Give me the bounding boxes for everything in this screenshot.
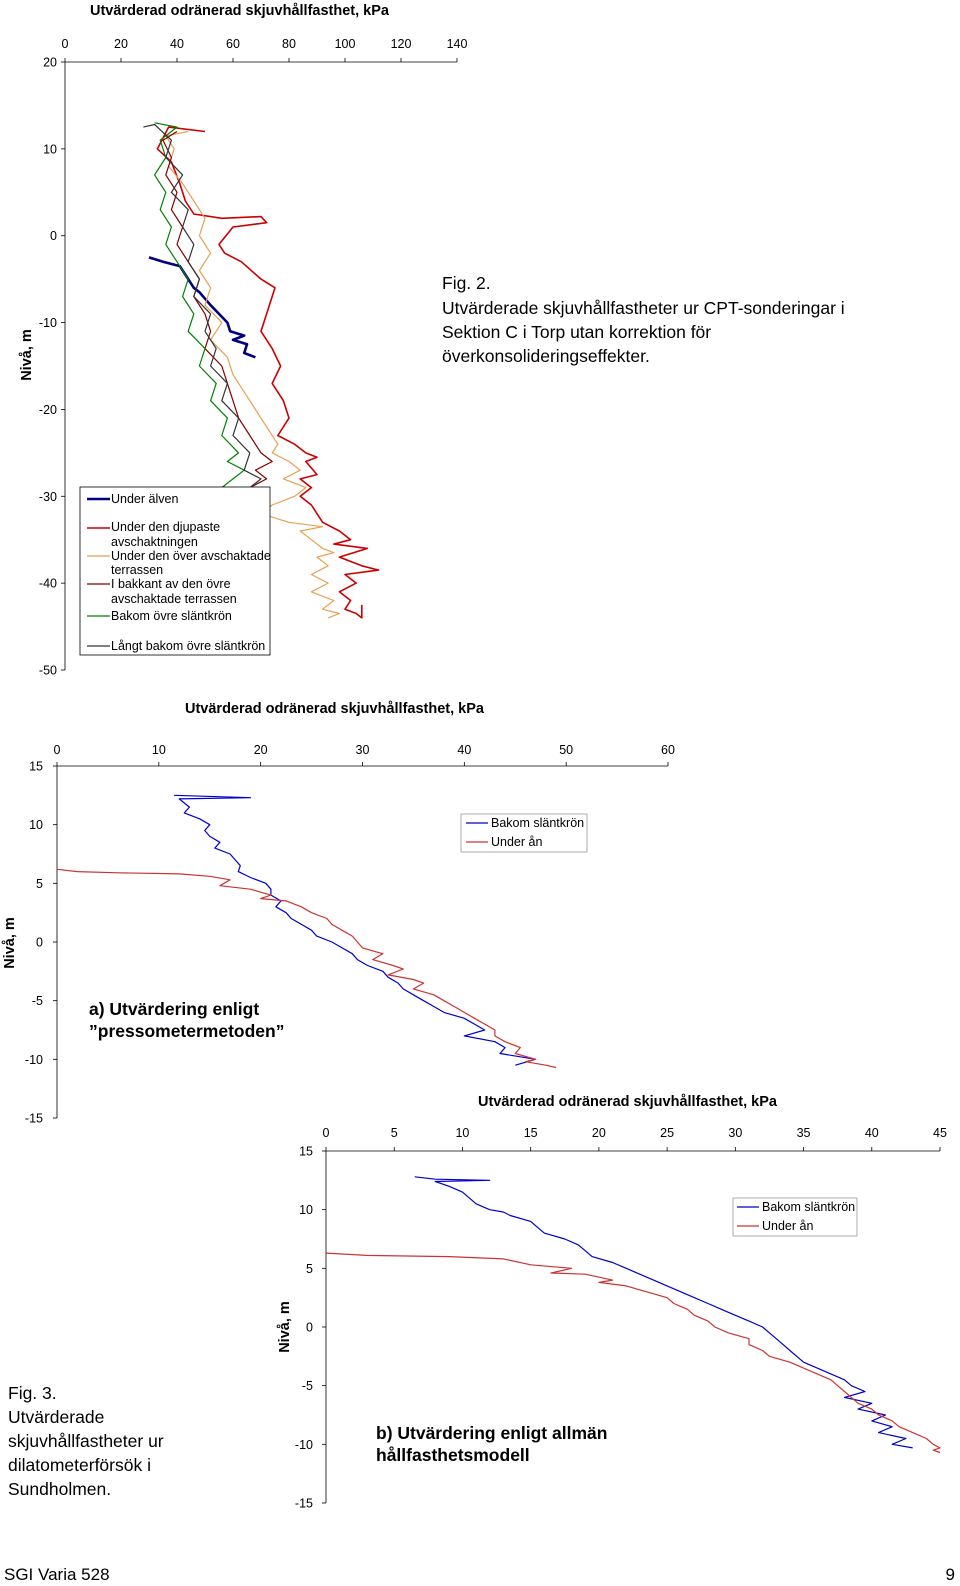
series-line-2-1 — [174, 794, 537, 1066]
series-line-2-2 — [56, 868, 557, 1069]
chart1-legend: Under älven Under den djupaste avschaktni… — [79, 486, 271, 656]
chart3-ylabel: Nivå, m — [277, 1301, 293, 1353]
x-tick-label: 140 — [447, 37, 468, 51]
x-tick-label: 10 — [152, 743, 166, 757]
x-tick-label: 60 — [226, 37, 240, 51]
x-tick-label: 0 — [323, 1126, 330, 1140]
series-line-1-4 — [162, 130, 273, 497]
y-tick-label: -15 — [25, 1112, 43, 1126]
footer-page-number: 9 — [946, 1565, 955, 1584]
x-tick-label: 15 — [524, 1126, 538, 1140]
series-line-1-6 — [143, 123, 262, 497]
chart3-legend-label-bakom: Bakom släntkrön — [762, 1200, 855, 1214]
y-tick-label: 10 — [43, 142, 57, 156]
x-tick-label: 0 — [62, 37, 69, 51]
y-tick-label: -10 — [39, 316, 57, 330]
x-tick-label: 100 — [335, 37, 356, 51]
chart2-legend: Bakom släntkrön Under ån — [460, 813, 588, 853]
legend-label-over-terrassen: Under den över avschaktade terrassen — [111, 549, 271, 577]
chart2-title: Utvärderad odränerad skjuvhållfasthet, k… — [185, 701, 485, 717]
y-tick-label: 5 — [36, 877, 43, 891]
y-tick-label: 0 — [306, 1321, 313, 1335]
series-line-1-2 — [156, 126, 380, 619]
chart1-ylabel: Nivå, m — [19, 329, 35, 381]
chart2-annotation: a) Utvärdering enligt ”pressometermetode… — [89, 999, 284, 1041]
chart1-title: Utvärderad odränerad skjuvhållfasthet, k… — [90, 3, 390, 19]
y-tick-label: 15 — [299, 1145, 313, 1159]
y-tick-label: 0 — [36, 936, 43, 950]
x-tick-label: 20 — [254, 743, 268, 757]
y-tick-label: -10 — [295, 1438, 313, 1452]
x-tick-label: 10 — [455, 1126, 469, 1140]
y-tick-label: -5 — [32, 994, 43, 1008]
legend-label-bakkant: I bakkant av den övre avschaktade terrass… — [111, 577, 237, 606]
y-tick-label: 20 — [43, 56, 57, 70]
y-tick-label: -5 — [302, 1379, 313, 1393]
x-tick-label: 35 — [797, 1126, 811, 1140]
chart2-legend-box — [460, 813, 588, 853]
y-tick-label: -50 — [39, 664, 57, 678]
y-tick-label: -10 — [25, 1053, 43, 1067]
chart2-legend-label-under-an: Under ån — [491, 835, 542, 849]
y-tick-label: -30 — [39, 490, 57, 504]
y-tick-label: -40 — [39, 577, 57, 591]
footer-left: SGI Varia 528 — [4, 1565, 110, 1584]
x-tick-label: 40 — [457, 743, 471, 757]
chart3-title: Utvärderad odränerad skjuvhållfasthet, k… — [478, 1094, 778, 1110]
series-line-3-2 — [325, 1252, 941, 1454]
x-tick-label: 0 — [54, 743, 61, 757]
chart2-ylabel: Nivå, m — [2, 917, 18, 969]
y-tick-label: -20 — [39, 403, 57, 417]
y-tick-label: 5 — [306, 1262, 313, 1276]
chart1-series — [143, 122, 380, 619]
legend-label-langt-bakom: Långt bakom övre släntkrön — [111, 639, 265, 653]
y-tick-label: 10 — [29, 818, 43, 832]
x-tick-label: 60 — [661, 743, 675, 757]
legend-label-under-alven: Under älven — [111, 492, 178, 506]
legend-label-djupaste: Under den djupaste avschaktningen — [111, 520, 220, 549]
x-tick-label: 20 — [114, 37, 128, 51]
fig3-caption: Fig. 3. Utvärderade skjuvhållfastheter u… — [8, 1383, 169, 1499]
series-line-1-5 — [154, 122, 245, 497]
x-tick-label: 25 — [660, 1126, 674, 1140]
chart3-annotation: b) Utvärdering enligt allmän hållfasthet… — [376, 1423, 612, 1465]
x-tick-label: 40 — [865, 1126, 879, 1140]
y-tick-label: 10 — [299, 1203, 313, 1217]
series-line-3-1 — [414, 1176, 913, 1449]
series-line-1-1 — [148, 256, 256, 359]
chart3-series — [325, 1176, 941, 1454]
fig2-caption: Fig. 2. Utvärderade skjuvhållfastheter u… — [442, 273, 850, 366]
y-tick-label: 0 — [50, 229, 57, 243]
x-tick-label: 45 — [933, 1126, 947, 1140]
chart2-legend-label-bakom: Bakom släntkrön — [491, 816, 584, 830]
x-tick-label: 5 — [391, 1126, 398, 1140]
chart3-legend: Bakom släntkrön Under ån — [732, 1197, 858, 1237]
chart2-series — [56, 794, 557, 1069]
x-tick-label: 80 — [282, 37, 296, 51]
x-tick-label: 30 — [728, 1126, 742, 1140]
chart-fig3b: Utvärderad odränerad skjuvhållfasthet, k… — [277, 1094, 947, 1511]
chart3-axes: 0 5 10 15 20 25 30 35 40 45 15 10 5 0 -5 -10 -15 — [295, 1126, 947, 1511]
x-tick-label: 120 — [391, 37, 412, 51]
legend-label-bakom-ovre: Bakom övre släntkrön — [111, 609, 232, 623]
chart1-legend-box — [79, 486, 271, 656]
x-tick-label: 20 — [592, 1126, 606, 1140]
chart-fig2: Utvärderad odränerad skjuvhållfasthet, k… — [19, 3, 850, 678]
chart3-legend-box — [732, 1197, 858, 1237]
series-line-1-3 — [165, 130, 340, 619]
x-tick-label: 40 — [170, 37, 184, 51]
x-tick-label: 50 — [559, 743, 573, 757]
x-tick-label: 30 — [356, 743, 370, 757]
chart3-legend-label-under-an: Under ån — [762, 1219, 813, 1233]
y-tick-label: 15 — [29, 760, 43, 774]
chart-fig3a: Utvärderad odränerad skjuvhållfasthet, k… — [2, 701, 675, 1126]
y-tick-label: -15 — [295, 1497, 313, 1511]
